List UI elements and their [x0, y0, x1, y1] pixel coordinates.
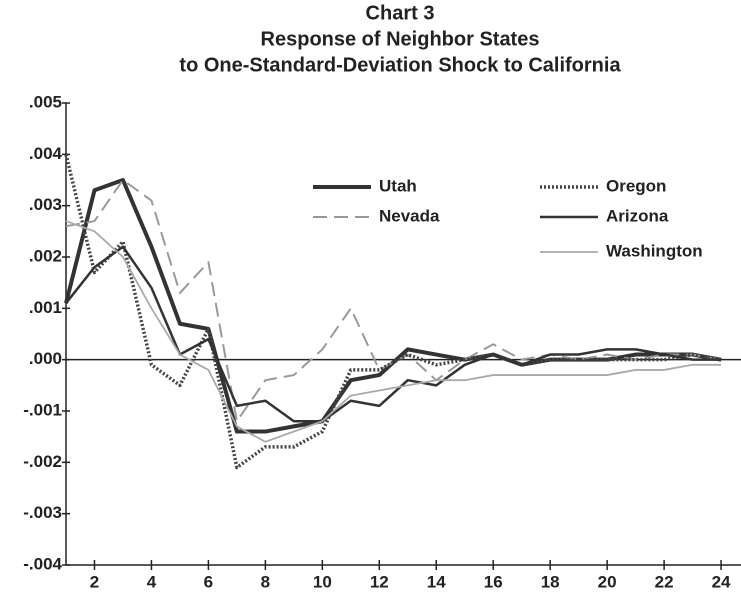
y-tick-label: .001 — [29, 298, 62, 317]
x-tick-label: 8 — [261, 572, 270, 591]
y-tick-label: -.004 — [23, 554, 62, 573]
series-line — [64, 153, 722, 470]
chart-title: Chart 3 — [366, 2, 435, 24]
x-tick-label: 16 — [484, 572, 503, 591]
y-tick-label: -.001 — [23, 400, 62, 419]
legend-label: Utah — [379, 176, 417, 195]
legend-label: Arizona — [606, 206, 669, 225]
y-tick-label: .000 — [29, 349, 62, 368]
x-tick-label: 18 — [541, 572, 560, 591]
x-tick-label: 22 — [655, 572, 674, 591]
y-tick-label: -.002 — [23, 452, 62, 471]
x-tick-label: 12 — [370, 572, 389, 591]
x-tick-label: 2 — [90, 572, 99, 591]
chart-title: Response of Neighbor States — [261, 28, 540, 50]
legend-label: Oregon — [606, 176, 666, 195]
x-tick-label: 14 — [427, 572, 446, 591]
chart-title: to One-Standard-Deviation Shock to Calif… — [179, 54, 621, 76]
x-tick-label: 4 — [147, 572, 157, 591]
y-tick-label: .004 — [29, 144, 63, 163]
y-tick-label: .002 — [29, 246, 62, 265]
series-line — [65, 179, 722, 423]
y-tick-label: -.003 — [23, 503, 62, 522]
series-line — [65, 245, 722, 423]
y-tick-label: .003 — [29, 195, 62, 214]
legend-label: Nevada — [379, 206, 440, 225]
x-tick-label: 6 — [204, 572, 213, 591]
x-tick-label: 10 — [313, 572, 332, 591]
x-tick-label: 20 — [598, 572, 617, 591]
y-tick-label: .005 — [29, 92, 62, 111]
series-line — [65, 220, 722, 443]
legend-label: Washington — [606, 241, 703, 260]
x-tick-label: 24 — [712, 572, 731, 591]
series-line — [64, 178, 722, 434]
